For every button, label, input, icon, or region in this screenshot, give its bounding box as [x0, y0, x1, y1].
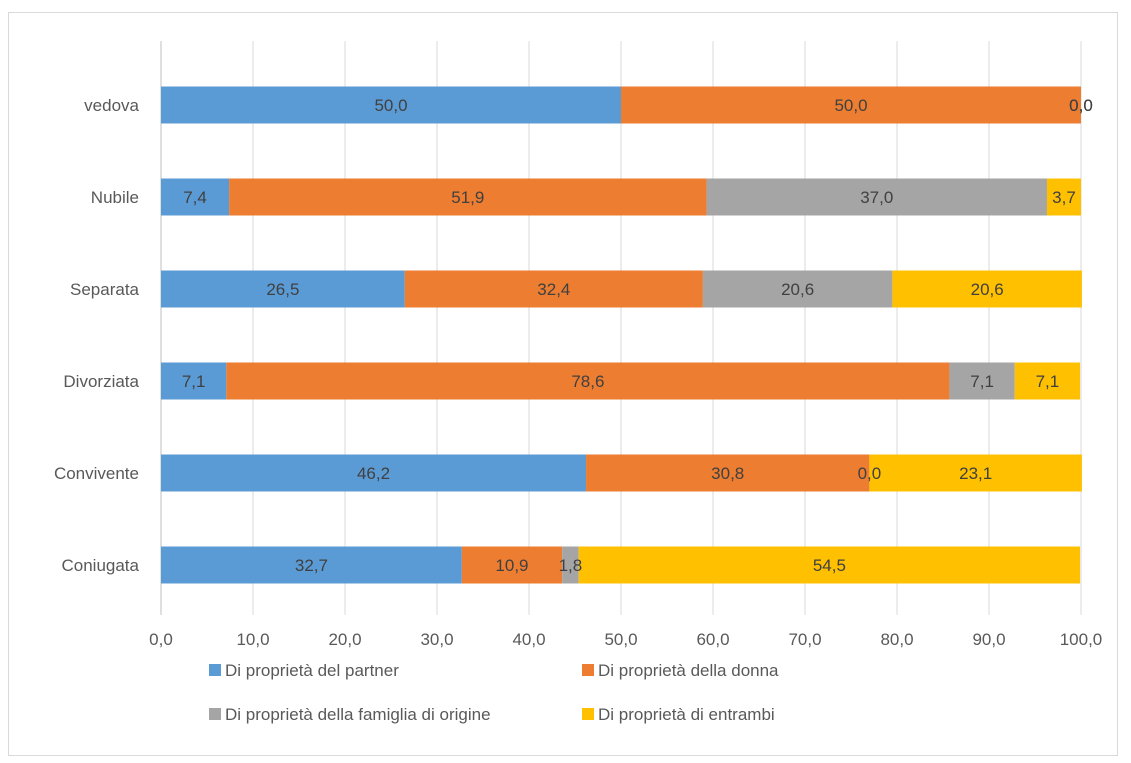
legend-label-0: Di proprietà del partner — [225, 661, 399, 680]
stacked-bar-chart: 50,0 50,0 0,0 0,0 7,4 51,9 37,0 3,7 26,5 32,4 20,6… — [54, 41, 1102, 724]
data-label-separata-series-0: 26,5 — [266, 280, 299, 299]
bar-separata-series-0 — [161, 270, 405, 308]
data-label-divorziata-series-0: 7,1 — [182, 372, 206, 391]
tick-label-4: 40,0 — [512, 630, 545, 649]
tick-label-9: 90,0 — [972, 630, 1005, 649]
bar-coniugata-series-0 — [161, 546, 462, 584]
bar-nubile-series-2 — [706, 178, 1047, 216]
tick-label-2: 20,0 — [328, 630, 361, 649]
bar-separata-series-2 — [702, 270, 893, 308]
data-label-coniugata-series-1: 10,9 — [495, 556, 528, 575]
data-label-nubile-series-3: 3,7 — [1052, 188, 1076, 207]
data-label-convivente-series-1: 30,8 — [711, 464, 744, 483]
legend: Di proprietà del partner Di proprietà del… — [209, 661, 779, 724]
data-label-vedova-series-3: 0,0 — [1069, 96, 1093, 115]
tick-label-3: 30,0 — [420, 630, 453, 649]
bar-convivente-series-3 — [869, 454, 1082, 492]
tick-label-5: 50,0 — [604, 630, 637, 649]
data-label-coniugata-series-0: 32,7 — [295, 556, 328, 575]
data-label-separata-series-3: 20,6 — [971, 280, 1004, 299]
data-label-vedova-series-1: 50,0 — [834, 96, 867, 115]
bar-vedova-series-0 — [161, 86, 621, 124]
data-label-convivente-series-3: 23,1 — [959, 464, 992, 483]
tick-label-7: 70,0 — [788, 630, 821, 649]
tick-label-1: 10,0 — [236, 630, 269, 649]
bar-separata-series-1 — [404, 270, 703, 308]
data-label-divorziata-series-2: 7,1 — [970, 372, 994, 391]
bar-nubile-series-3 — [1046, 178, 1081, 216]
legend-swatch-3 — [582, 708, 594, 720]
bar-divorziata-series-0 — [161, 362, 227, 400]
data-labels: 50,0 50,0 0,0 0,0 7,4 51,9 37,0 3,7 26,5 32,4 20,6… — [182, 96, 1093, 575]
bar-convivente-series-1 — [586, 454, 870, 492]
legend-label-3: Di proprietà di entrambi — [598, 705, 775, 724]
data-label-coniugata-series-3: 54,5 — [813, 556, 846, 575]
legend-swatch-2 — [209, 708, 221, 720]
data-label-vedova-series-2: 0,0 — [1069, 96, 1093, 115]
bar-divorziata-series-2 — [949, 362, 1015, 400]
legend-label-2: Di proprietà della famiglia di origine — [225, 705, 491, 724]
category-label-divorziata: Divorziata — [63, 372, 139, 391]
category-label-nubile: Nubile — [91, 188, 139, 207]
bars — [161, 86, 1082, 584]
category-label-separata: Separata — [70, 280, 140, 299]
bar-separata-series-3 — [892, 270, 1082, 308]
legend-swatch-0 — [209, 664, 221, 676]
legend-label-1: Di proprietà della donna — [598, 661, 779, 680]
data-label-nubile-series-1: 51,9 — [451, 188, 484, 207]
chart-frame: 50,0 50,0 0,0 0,0 7,4 51,9 37,0 3,7 26,5 32,4 20,6… — [8, 12, 1118, 756]
data-label-convivente-series-0: 46,2 — [357, 464, 390, 483]
tick-label-0: 0,0 — [149, 630, 173, 649]
data-label-coniugata-series-2: 1,8 — [559, 556, 583, 575]
bar-convivente-series-0 — [161, 454, 587, 492]
data-label-vedova-series-0: 50,0 — [374, 96, 407, 115]
legend-swatch-1 — [582, 664, 594, 676]
bar-divorziata-series-1 — [226, 362, 950, 400]
category-label-vedova: vedova — [84, 96, 139, 115]
gridlines — [160, 41, 1082, 615]
category-axis: vedova Nubile Separata Divorziata Convivente… — [54, 96, 140, 575]
bar-coniugata-series-2 — [562, 546, 579, 584]
bar-coniugata-series-1 — [461, 546, 563, 584]
bar-nubile-series-0 — [161, 178, 230, 216]
data-label-divorziata-series-1: 78,6 — [571, 372, 604, 391]
data-label-divorziata-series-3: 7,1 — [1036, 372, 1060, 391]
bar-nubile-series-1 — [229, 178, 707, 216]
data-label-separata-series-2: 20,6 — [781, 280, 814, 299]
data-label-nubile-series-2: 37,0 — [860, 188, 893, 207]
data-label-nubile-series-0: 7,4 — [183, 188, 207, 207]
tick-label-10: 100,0 — [1060, 630, 1103, 649]
tick-label-8: 80,0 — [880, 630, 913, 649]
value-axis: 0,0 10,0 20,0 30,0 40,0 50,0 60,0 70,0 80,0 90,0 1… — [149, 630, 1102, 649]
bar-vedova-series-1 — [621, 86, 1081, 124]
category-label-convivente: Convivente — [54, 464, 139, 483]
data-label-convivente-series-2: 0,0 — [858, 464, 882, 483]
bar-coniugata-series-3 — [578, 546, 1081, 584]
category-label-coniugata: Coniugata — [61, 556, 139, 575]
data-label-separata-series-1: 32,4 — [537, 280, 570, 299]
tick-label-6: 60,0 — [696, 630, 729, 649]
bar-divorziata-series-3 — [1014, 362, 1081, 400]
